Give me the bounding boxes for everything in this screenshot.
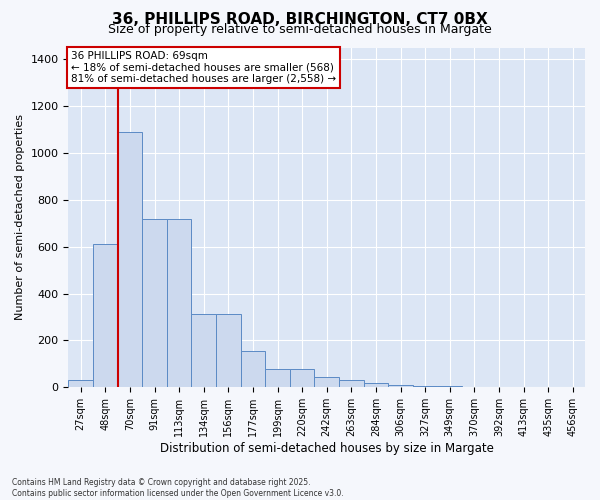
X-axis label: Distribution of semi-detached houses by size in Margate: Distribution of semi-detached houses by … xyxy=(160,442,494,455)
Bar xyxy=(68,380,93,388)
Bar xyxy=(339,380,364,388)
Bar xyxy=(364,382,388,388)
Bar xyxy=(290,368,314,388)
Bar xyxy=(167,218,191,388)
Bar xyxy=(437,386,462,388)
Text: 36, PHILLIPS ROAD, BIRCHINGTON, CT7 0BX: 36, PHILLIPS ROAD, BIRCHINGTON, CT7 0BX xyxy=(112,12,488,28)
Bar xyxy=(314,377,339,388)
Bar xyxy=(142,218,167,388)
Bar xyxy=(93,244,118,388)
Text: Size of property relative to semi-detached houses in Margate: Size of property relative to semi-detach… xyxy=(108,22,492,36)
Text: 36 PHILLIPS ROAD: 69sqm
← 18% of semi-detached houses are smaller (568)
81% of s: 36 PHILLIPS ROAD: 69sqm ← 18% of semi-de… xyxy=(71,51,336,84)
Bar xyxy=(388,385,413,388)
Text: Contains HM Land Registry data © Crown copyright and database right 2025.
Contai: Contains HM Land Registry data © Crown c… xyxy=(12,478,344,498)
Bar xyxy=(191,314,216,388)
Bar xyxy=(265,368,290,388)
Bar xyxy=(241,351,265,388)
Bar xyxy=(216,314,241,388)
Bar xyxy=(118,132,142,388)
Bar xyxy=(413,386,437,388)
Y-axis label: Number of semi-detached properties: Number of semi-detached properties xyxy=(15,114,25,320)
